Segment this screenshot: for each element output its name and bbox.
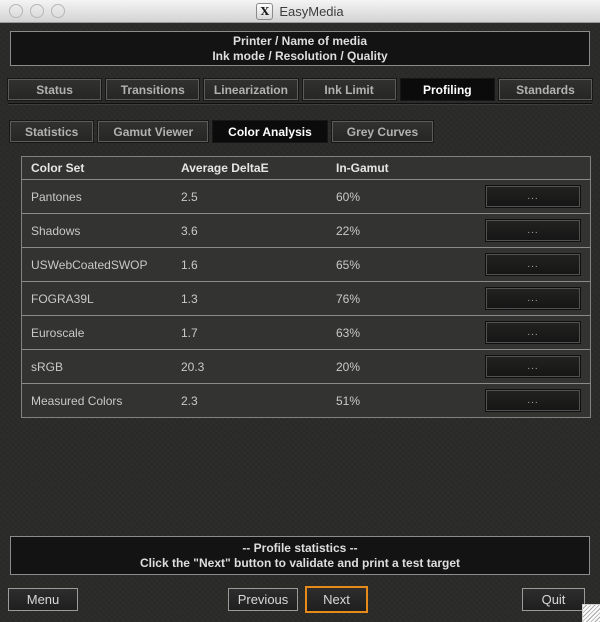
cell-color-set: FOGRA39L bbox=[31, 291, 94, 306]
quit-button[interactable]: Quit bbox=[522, 588, 585, 611]
next-button[interactable]: Next bbox=[305, 586, 368, 613]
media-header-line2: Ink mode / Resolution / Quality bbox=[212, 48, 388, 63]
subtab-statistics[interactable]: Statistics bbox=[10, 121, 94, 142]
status-line2: Click the "Next" button to validate and … bbox=[139, 555, 461, 570]
row-details-button[interactable]: ... bbox=[486, 390, 580, 411]
cell-average-deltae: 2.5 bbox=[181, 189, 198, 204]
x11-app-icon: X bbox=[256, 2, 274, 20]
table-row: Euroscale 1.7 63%... bbox=[22, 315, 590, 349]
table-row: Measured Colors 2.3 51%... bbox=[22, 383, 590, 417]
cell-in-gamut: 22% bbox=[336, 223, 361, 238]
cell-in-gamut: 60% bbox=[336, 189, 361, 204]
table-header-row: Color Set Average DeltaE In-Gamut bbox=[22, 157, 590, 179]
tab-ink-limit[interactable]: Ink Limit bbox=[302, 79, 396, 100]
row-details-button[interactable]: ... bbox=[486, 186, 580, 207]
cell-in-gamut: 20% bbox=[336, 359, 361, 374]
cell-average-deltae: 1.3 bbox=[181, 291, 198, 306]
table-row: FOGRA39L 1.3 76%... bbox=[22, 281, 590, 315]
cell-color-set: sRGB bbox=[31, 359, 64, 374]
sub-tabs: Statistics Gamut Viewer Color Analysis Grey… bbox=[10, 121, 434, 142]
column-header-average-deltae: Average DeltaE bbox=[181, 161, 269, 175]
table-row: USWebCoatedSWOP 1.6 65%... bbox=[22, 247, 590, 281]
table-row: sRGB 20.3 20%... bbox=[22, 349, 590, 383]
menu-button[interactable]: Menu bbox=[8, 588, 78, 611]
column-header-color-set: Color Set bbox=[31, 161, 85, 175]
title-group: X EasyMedia bbox=[256, 2, 344, 20]
cell-average-deltae: 3.6 bbox=[181, 223, 198, 238]
cell-color-set: USWebCoatedSWOP bbox=[31, 257, 148, 272]
footer-button-bar: Menu Previous Next Quit bbox=[0, 586, 600, 616]
cell-in-gamut: 65% bbox=[336, 257, 361, 272]
cell-color-set: Shadows bbox=[31, 223, 81, 238]
window-title: EasyMedia bbox=[279, 3, 344, 19]
subtab-color-analysis[interactable]: Color Analysis bbox=[213, 121, 327, 142]
status-message-box: -- Profile statistics -- Click the "Next… bbox=[10, 536, 590, 575]
tab-profiling[interactable]: Profiling bbox=[400, 79, 494, 100]
cell-color-set: Euroscale bbox=[31, 325, 85, 340]
media-header-box: Printer / Name of media Ink mode / Resol… bbox=[10, 31, 590, 66]
window-controls bbox=[9, 4, 65, 18]
subtab-grey-curves[interactable]: Grey Curves bbox=[331, 121, 434, 142]
resize-grip[interactable] bbox=[582, 604, 600, 622]
tab-transitions[interactable]: Transitions bbox=[106, 79, 200, 100]
media-header-line1: Printer / Name of media bbox=[232, 33, 368, 48]
main-tabs: Status Transitions Linearization Ink Limit P… bbox=[8, 79, 593, 100]
cell-average-deltae: 2.3 bbox=[181, 393, 198, 408]
titlebar: X EasyMedia bbox=[0, 0, 600, 23]
cell-color-set: Measured Colors bbox=[31, 393, 123, 408]
tab-standards[interactable]: Standards bbox=[498, 79, 593, 100]
previous-button[interactable]: Previous bbox=[228, 588, 298, 611]
table-row: Pantones 2.5 60%... bbox=[22, 179, 590, 213]
subtab-gamut-viewer[interactable]: Gamut Viewer bbox=[98, 121, 209, 142]
zoom-window-button[interactable] bbox=[51, 4, 65, 18]
row-details-button[interactable]: ... bbox=[486, 220, 580, 241]
table-body: Pantones 2.5 60%... Shadows 3.6 22%... USWebCo… bbox=[22, 179, 590, 417]
row-details-button[interactable]: ... bbox=[486, 254, 580, 275]
close-window-button[interactable] bbox=[9, 4, 23, 18]
cell-average-deltae: 20.3 bbox=[181, 359, 205, 374]
tab-divider bbox=[8, 103, 592, 105]
cell-in-gamut: 63% bbox=[336, 325, 361, 340]
cell-in-gamut: 76% bbox=[336, 291, 361, 306]
cell-average-deltae: 1.7 bbox=[181, 325, 198, 340]
column-header-in-gamut: In-Gamut bbox=[336, 161, 389, 175]
color-analysis-table: Color Set Average DeltaE In-Gamut Panton… bbox=[21, 156, 591, 418]
status-line1: -- Profile statistics -- bbox=[242, 540, 358, 555]
row-details-button[interactable]: ... bbox=[486, 322, 580, 343]
row-details-button[interactable]: ... bbox=[486, 356, 580, 377]
cell-in-gamut: 51% bbox=[336, 393, 361, 408]
cell-color-set: Pantones bbox=[31, 189, 82, 204]
tab-status[interactable]: Status bbox=[8, 79, 102, 100]
cell-average-deltae: 1.6 bbox=[181, 257, 198, 272]
tab-linearization[interactable]: Linearization bbox=[204, 79, 298, 100]
table-row: Shadows 3.6 22%... bbox=[22, 213, 590, 247]
row-details-button[interactable]: ... bbox=[486, 288, 580, 309]
minimize-window-button[interactable] bbox=[30, 4, 44, 18]
